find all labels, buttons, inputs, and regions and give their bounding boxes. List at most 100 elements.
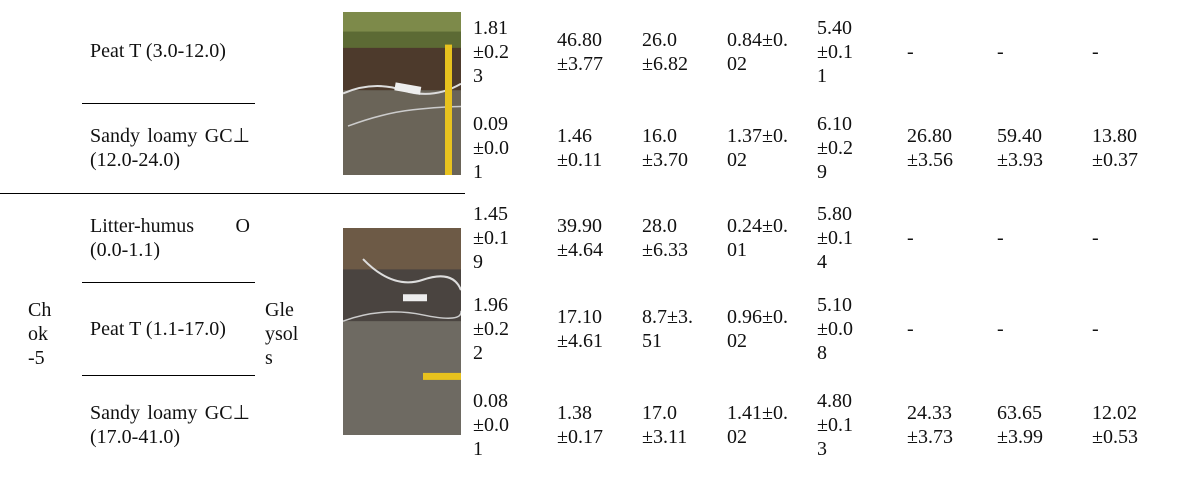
value: 17.10±4.61: [557, 305, 611, 353]
value-cell: 8.7±3.51: [630, 282, 715, 375]
value: 5.40±0.11: [817, 16, 855, 88]
value: 1.45±0.19: [473, 202, 511, 274]
value: 63.65±3.99: [997, 401, 1051, 449]
value-cell: -: [985, 193, 1080, 282]
value: -: [907, 40, 961, 64]
soil-cell: [255, 0, 335, 193]
value-cell: -: [895, 282, 985, 375]
value-cell: 28.0±6.33: [630, 193, 715, 282]
horizon-cell: Sandy loamy GC⊥ (17.0-41.0): [82, 375, 255, 475]
site-cell: Chok-5: [0, 193, 82, 475]
horizon: Peat T (1.1-17.0): [90, 317, 250, 341]
value-cell: 1.38±0.17: [545, 375, 630, 475]
horizon: Sandy loamy GC⊥ (12.0-24.0): [90, 124, 250, 172]
value: 1.81±0.23: [473, 16, 511, 88]
soil-table: Peat T (3.0-12.0) 1.81±0.23 46.80±3.77 26.…: [0, 0, 1177, 475]
value-cell: 39.90±4.64: [545, 193, 630, 282]
value-cell: 0.08±0.01: [465, 375, 545, 475]
value-cell: 59.40±3.93: [985, 103, 1080, 193]
value-cell: 63.65±3.99: [985, 375, 1080, 475]
value-cell: 16.0±3.70: [630, 103, 715, 193]
value: 16.0±3.70: [642, 124, 696, 172]
value: 1.96±0.22: [473, 293, 511, 365]
soil-cell: Gleysols: [255, 193, 335, 475]
table-row: Sandy loamy GC⊥ (17.0-41.0) 0.08±0.01 1.38…: [0, 375, 1177, 475]
value: 0.84±0.02: [727, 28, 791, 76]
value-cell: -: [985, 0, 1080, 103]
value-cell: 1.41±0.02: [715, 375, 805, 475]
value-cell: 1.81±0.23: [465, 0, 545, 103]
value-cell: 1.45±0.19: [465, 193, 545, 282]
site: Chok-5: [28, 298, 52, 370]
value-cell: -: [1080, 193, 1177, 282]
value: 8.7±3.51: [642, 305, 696, 353]
value: -: [1092, 226, 1146, 250]
value: 6.10±0.29: [817, 112, 855, 184]
value: 24.33±3.73: [907, 401, 961, 449]
value-cell: 6.10±0.29: [805, 103, 895, 193]
site-cell: [0, 0, 82, 193]
value-cell: 46.80±3.77: [545, 0, 630, 103]
value: 1.46±0.11: [557, 124, 611, 172]
value: -: [997, 40, 1051, 64]
page: Peat T (3.0-12.0) 1.81±0.23 46.80±3.77 26.…: [0, 0, 1177, 475]
value: 59.40±3.93: [997, 124, 1051, 172]
value: 46.80±3.77: [557, 28, 611, 76]
value-cell: -: [985, 282, 1080, 375]
horizon: Litter-humus O (0.0-1.1): [90, 214, 250, 262]
value-cell: 17.10±4.61: [545, 282, 630, 375]
value-cell: 5.80±0.14: [805, 193, 895, 282]
table-row: Peat T (1.1-17.0) 1.96±0.22 17.10±4.61 8.7±…: [0, 282, 1177, 375]
table-row: Peat T (3.0-12.0) 1.81±0.23 46.80±3.77 26.…: [0, 0, 1177, 103]
value-cell: -: [1080, 0, 1177, 103]
value: 26.80±3.56: [907, 124, 961, 172]
value-cell: 0.09±0.01: [465, 103, 545, 193]
value-cell: 0.84±0.02: [715, 0, 805, 103]
value: -: [1092, 40, 1146, 64]
value-cell: 24.33±3.73: [895, 375, 985, 475]
soil: Gleysols: [265, 298, 299, 370]
value: 0.08±0.01: [473, 389, 511, 461]
value: -: [997, 317, 1051, 341]
value-cell: -: [895, 0, 985, 103]
value-cell: -: [1080, 282, 1177, 375]
value: -: [907, 226, 961, 250]
value: 5.10±0.08: [817, 293, 855, 365]
value-cell: 12.02±0.53: [1080, 375, 1177, 475]
value: 1.41±0.02: [727, 401, 791, 449]
value: 0.09±0.01: [473, 112, 511, 184]
value-cell: 0.96±0.02: [715, 282, 805, 375]
value: 39.90±4.64: [557, 214, 611, 262]
value: 1.38±0.17: [557, 401, 611, 449]
value-cell: 0.24±0.01: [715, 193, 805, 282]
value-cell: 4.80±0.13: [805, 375, 895, 475]
photo-cell: [335, 193, 465, 475]
value-cell: 1.46±0.11: [545, 103, 630, 193]
value-cell: 1.96±0.22: [465, 282, 545, 375]
value-cell: 13.80±0.37: [1080, 103, 1177, 193]
horizon-cell: Peat T (1.1-17.0): [82, 282, 255, 375]
value-cell: 1.37±0.02: [715, 103, 805, 193]
value: 5.80±0.14: [817, 202, 855, 274]
value-cell: 26.0±6.82: [630, 0, 715, 103]
value: 17.0±3.11: [642, 401, 696, 449]
value: 4.80±0.13: [817, 389, 855, 461]
value: 13.80±0.37: [1092, 124, 1146, 172]
value-cell: -: [895, 193, 985, 282]
horizon-cell: Peat T (3.0-12.0): [82, 0, 255, 103]
value: -: [907, 317, 961, 341]
profile-photo: [343, 12, 461, 175]
horizon: Sandy loamy GC⊥ (17.0-41.0): [90, 401, 250, 449]
value-cell: 26.80±3.56: [895, 103, 985, 193]
value: 28.0±6.33: [642, 214, 696, 262]
value-cell: 17.0±3.11: [630, 375, 715, 475]
value: -: [997, 226, 1051, 250]
value-cell: 5.40±0.11: [805, 0, 895, 103]
value: -: [1092, 317, 1146, 341]
horizon-cell: Litter-humus O (0.0-1.1): [82, 193, 255, 282]
value: 1.37±0.02: [727, 124, 791, 172]
horizon: Peat T (3.0-12.0): [90, 39, 250, 63]
value: 0.24±0.01: [727, 214, 791, 262]
value: 0.96±0.02: [727, 305, 791, 353]
